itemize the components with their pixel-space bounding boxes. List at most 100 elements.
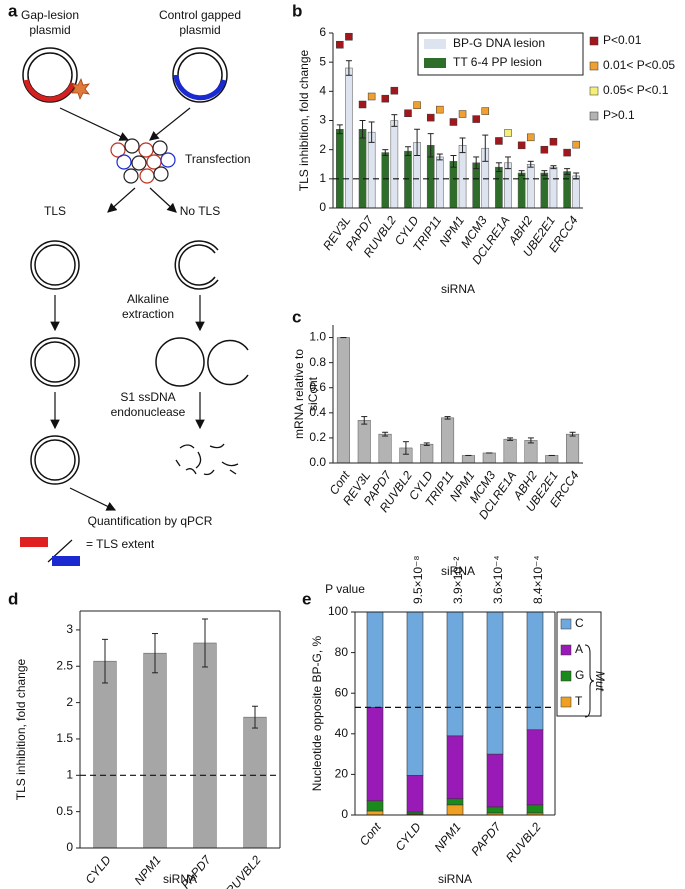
significance-marker <box>481 107 490 115</box>
bar <box>93 660 117 849</box>
y-tick-label: 3 <box>319 113 326 127</box>
y-tick-label: 5 <box>319 54 326 68</box>
legend-swatch <box>560 670 572 682</box>
alkaline-label: Alkaline extraction <box>122 292 174 321</box>
x-axis-label: siRNA <box>438 872 472 886</box>
y-axis-label: TLS inhibition, fold change <box>297 49 311 191</box>
x-tick-label: NPM1 <box>132 853 164 888</box>
significance-marker <box>336 40 344 49</box>
p-value: 9.5×10⁻⁸ <box>411 556 425 604</box>
significance-marker <box>358 100 367 109</box>
bar <box>381 152 390 209</box>
legend-swatch <box>424 58 446 68</box>
legend-swatch <box>560 696 572 708</box>
fragments <box>175 443 239 476</box>
gap-lesion-label: Gap-lesion plasmid <box>21 8 79 37</box>
bar <box>436 156 444 209</box>
mut-bracket <box>584 644 595 718</box>
y-tick-label: 3 <box>66 622 73 636</box>
bar <box>472 162 480 209</box>
diagram: a Gap-lesion plasmid Control gapped plasmi… <box>8 1 251 566</box>
bar <box>336 129 344 209</box>
no-tls-label: No TLS <box>180 204 220 218</box>
bar <box>345 67 353 209</box>
y-tick-label: 1.5 <box>56 731 73 745</box>
bar-segment <box>526 804 544 814</box>
y-tick-label: 0.4 <box>309 405 326 419</box>
bar <box>336 337 350 464</box>
panel-label: b <box>292 1 302 20</box>
y-axis-label: TLS inhibition, fold change <box>14 658 28 800</box>
bar-segment <box>486 611 504 755</box>
y-tick-label: 60 <box>335 685 349 699</box>
bar <box>458 145 467 209</box>
significance-marker <box>390 86 399 95</box>
bar <box>420 443 434 464</box>
bar <box>441 417 455 464</box>
legend-swatch <box>424 39 446 49</box>
significance-marker <box>426 113 435 122</box>
bar <box>357 420 371 464</box>
y-tick-label: 1 <box>66 767 73 781</box>
bar <box>143 652 167 849</box>
bar-segment <box>446 804 464 816</box>
p-value: 8.4×10⁻⁴ <box>531 555 545 604</box>
y-tick-label: 4 <box>319 84 326 98</box>
x-tick-label: RUVBL2 <box>503 820 544 865</box>
bar-segment <box>446 798 464 806</box>
y-axis-label: mRNA relative to <box>292 349 306 439</box>
transfected-plasmids <box>110 138 176 184</box>
transfection-label: Transfection <box>185 152 251 166</box>
legend-label: BP-G DNA lesion <box>453 36 545 50</box>
y-tick-label: 0.2 <box>309 430 326 444</box>
significance-marker <box>563 148 571 157</box>
legend-swatch <box>589 61 599 71</box>
significance-marker <box>572 140 580 149</box>
significance-marker <box>504 129 512 137</box>
bar-segment <box>406 611 424 776</box>
y-tick-label: 6 <box>319 25 326 39</box>
gap-lesion-plasmid <box>22 47 90 103</box>
legend-swatch <box>589 86 599 96</box>
y-tick-label: 40 <box>335 726 349 740</box>
bar <box>504 162 512 209</box>
panel-label: d <box>8 589 18 608</box>
x-tick-label: PAPD7 <box>468 819 504 858</box>
tls-label: TLS <box>44 204 66 218</box>
bar <box>526 164 535 209</box>
bar-segment <box>406 775 424 813</box>
bar <box>503 438 517 464</box>
legend-swatch <box>560 618 572 630</box>
significance-marker <box>472 115 480 123</box>
bar <box>572 175 580 209</box>
panel-label: e <box>302 589 311 608</box>
bar <box>545 455 559 464</box>
bar <box>449 161 458 209</box>
y-axis-label: Nucleotide opposite BP-G, % <box>310 635 324 791</box>
y-tick-label: 0.5 <box>56 804 73 818</box>
legend-swatch <box>560 644 572 656</box>
legend-label: P<0.01 <box>603 33 642 47</box>
blue-box <box>52 556 80 566</box>
significance-marker <box>413 101 421 109</box>
significance-marker <box>458 110 467 118</box>
bar <box>378 433 392 464</box>
control-plasmid <box>172 47 228 103</box>
x-tick-label: CYLD <box>82 853 114 887</box>
y-tick-label: 0 <box>66 840 73 854</box>
bar-segment <box>526 729 544 806</box>
bar-segment <box>366 707 384 802</box>
bar <box>243 716 267 849</box>
y-tick-label: 0.6 <box>309 380 326 394</box>
bar-segment <box>446 611 464 737</box>
bar <box>390 120 399 209</box>
significance-marker <box>517 141 526 150</box>
bar <box>358 129 367 209</box>
x-axis-label: siRNA <box>441 564 475 578</box>
bar <box>563 171 571 209</box>
p-value-label: P value <box>325 582 365 596</box>
y-axis-label: siCont <box>306 376 320 411</box>
red-box <box>20 537 48 547</box>
bar <box>549 166 558 209</box>
legend-label: TT 6-4 PP lesion <box>453 55 542 69</box>
